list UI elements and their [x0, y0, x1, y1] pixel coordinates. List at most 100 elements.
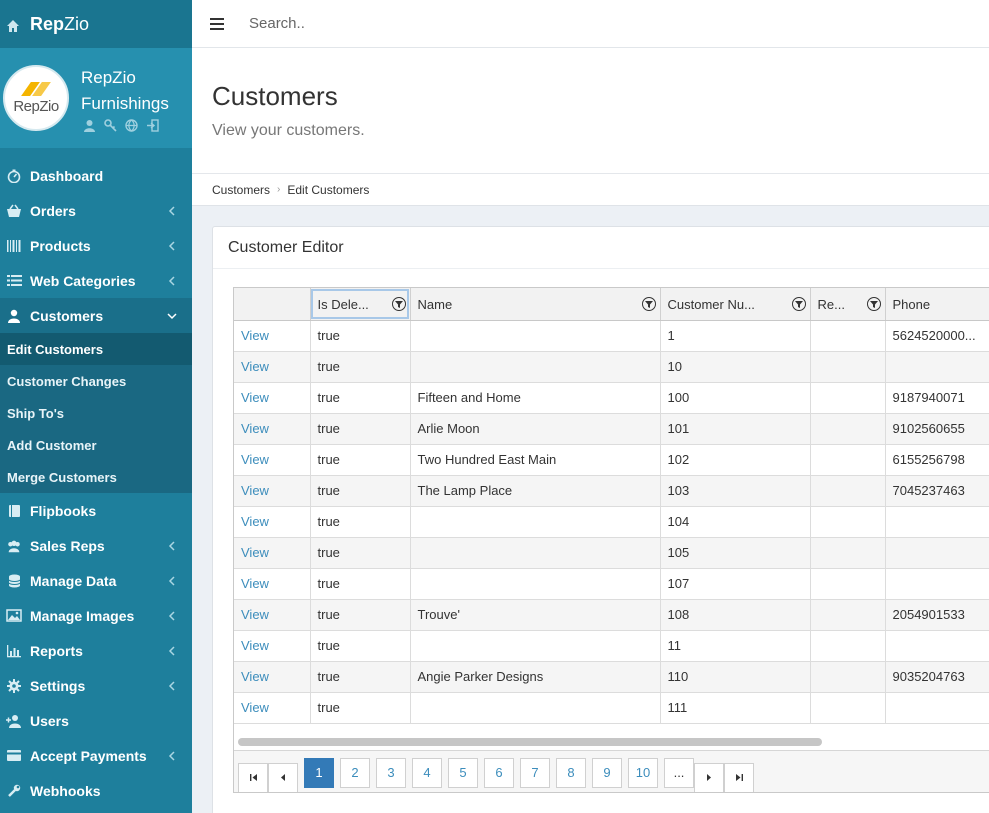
view-link[interactable]: View — [241, 359, 269, 374]
cell-phone — [885, 537, 989, 569]
sidebar-item-users[interactable]: Users — [0, 703, 192, 738]
sidebar-item-flipbooks[interactable]: Flipbooks — [0, 493, 192, 528]
sidebar-item-label: Customers — [30, 307, 104, 324]
column-header-rep[interactable]: Re... — [810, 288, 886, 321]
page-button[interactable]: 3 — [376, 757, 406, 788]
submenu-item-ship-tos[interactable]: Ship To's — [7, 405, 65, 421]
column-header-customer-number[interactable]: Customer Nu... — [660, 288, 811, 321]
view-link[interactable]: View — [241, 328, 269, 343]
brand-bar[interactable]: Rep Zio — [0, 0, 192, 48]
cell-customer-number: 11 — [660, 630, 811, 662]
breadcrumb-item-customers[interactable]: Customers — [212, 182, 271, 197]
page-button[interactable]: 7 — [520, 757, 550, 788]
sidebar-item-customers[interactable]: Customers — [0, 298, 192, 333]
sidebar-item-sales-reps[interactable]: Sales Reps — [0, 528, 192, 563]
sidebar-item-webhooks[interactable]: Webhooks — [0, 773, 192, 808]
user-icon — [6, 308, 22, 324]
basket-icon — [6, 203, 22, 219]
view-link[interactable]: View — [241, 483, 269, 498]
page-button[interactable]: 4 — [412, 757, 442, 788]
cell-actions: View — [234, 382, 311, 414]
logout-icon[interactable] — [146, 118, 159, 132]
cell-name: The Lamp Place — [410, 475, 661, 507]
cell-actions: View — [234, 320, 311, 352]
column-header-is-deleted[interactable]: Is Dele... — [310, 288, 411, 321]
horizontal-scrollbar[interactable] — [238, 738, 822, 746]
cell-is-deleted: true — [310, 444, 411, 476]
sidebar-item-settings[interactable]: Settings — [0, 668, 192, 703]
cell-is-deleted: true — [310, 568, 411, 600]
filter-icon[interactable] — [791, 297, 806, 311]
cell-name: Fifteen and Home — [410, 382, 661, 414]
customer-editor-panel: Customer Editor Is Dele... Name Customer… — [212, 226, 989, 813]
cell-customer-number: 110 — [660, 661, 811, 693]
cell-phone: 9187940071 — [885, 382, 989, 414]
column-header-phone[interactable]: Phone — [885, 288, 989, 321]
sidebar-item-dashboard[interactable]: Dashboard — [0, 158, 192, 193]
filter-icon[interactable] — [391, 297, 406, 311]
cell-actions: View — [234, 413, 311, 445]
sidebar-item-label: Orders — [30, 202, 76, 219]
sidebar-item-reports[interactable]: Reports — [0, 633, 192, 668]
column-header-name[interactable]: Name — [410, 288, 661, 321]
sidebar-item-label: Settings — [30, 677, 86, 694]
sidebar-item-label: Web Categories — [30, 272, 136, 289]
cell-is-deleted: true — [310, 692, 411, 724]
filter-icon[interactable] — [641, 297, 656, 311]
page-button[interactable]: 2 — [340, 757, 370, 788]
view-link[interactable]: View — [241, 452, 269, 467]
submenu-item-add-customer[interactable]: Add Customer — [7, 437, 97, 453]
submenu-item-merge-customers[interactable]: Merge Customers — [7, 469, 117, 485]
submenu-item-customer-changes[interactable]: Customer Changes — [7, 373, 127, 389]
page-button[interactable]: 9 — [592, 757, 622, 788]
sidebar-item-manage-data[interactable]: Manage Data — [0, 563, 192, 598]
cell-name — [410, 320, 661, 352]
key-icon[interactable] — [104, 118, 117, 132]
view-link[interactable]: View — [241, 421, 269, 436]
table-row: View true 105 — [234, 537, 989, 569]
cell-is-deleted: true — [310, 661, 411, 693]
hamburger-menu-icon[interactable] — [210, 17, 224, 30]
first-page-icon[interactable] — [238, 762, 268, 792]
cell-is-deleted: true — [310, 351, 411, 383]
page-button[interactable]: 1 — [304, 757, 334, 788]
view-link[interactable]: View — [241, 576, 269, 591]
sidebar-item-accept-payments[interactable]: Accept Payments — [0, 738, 192, 773]
view-link[interactable]: View — [241, 545, 269, 560]
search-input[interactable] — [249, 15, 649, 32]
previous-page-icon[interactable] — [268, 762, 298, 792]
cell-phone — [885, 630, 989, 662]
last-page-icon[interactable] — [724, 762, 754, 792]
view-link[interactable]: View — [241, 607, 269, 622]
cell-actions: View — [234, 475, 311, 507]
cell-actions: View — [234, 568, 311, 600]
sidebar-item-web-categories[interactable]: Web Categories — [0, 263, 192, 298]
logo-text: RepZio — [13, 97, 59, 115]
cell-phone: 9035204763 — [885, 661, 989, 693]
profile-icon[interactable] — [83, 119, 96, 132]
sidebar-item-products[interactable]: Products — [0, 228, 192, 263]
page-button[interactable]: 10 — [628, 757, 658, 788]
next-page-icon[interactable] — [694, 762, 724, 792]
chevron-down-icon — [166, 309, 178, 321]
page-button[interactable]: 8 — [556, 757, 586, 788]
cell-actions: View — [234, 506, 311, 538]
view-link[interactable]: View — [241, 700, 269, 715]
sidebar-item-label: Users — [30, 712, 69, 729]
more-pages-button[interactable]: ... — [664, 757, 694, 788]
view-link[interactable]: View — [241, 669, 269, 684]
gauge-icon — [6, 168, 22, 184]
sidebar-item-orders[interactable]: Orders — [0, 193, 192, 228]
view-link[interactable]: View — [241, 514, 269, 529]
filter-icon[interactable] — [866, 297, 881, 311]
submenu-item-edit-customers[interactable]: Edit Customers — [0, 333, 192, 365]
column-header-actions — [234, 288, 311, 321]
sidebar-item-manage-images[interactable]: Manage Images — [0, 598, 192, 633]
page-button[interactable]: 5 — [448, 757, 478, 788]
view-link[interactable]: View — [241, 390, 269, 405]
chevron-left-icon — [166, 239, 178, 251]
table-row: View true 1 5624520000... — [234, 320, 989, 352]
page-button[interactable]: 6 — [484, 757, 514, 788]
globe-icon[interactable] — [125, 118, 138, 132]
view-link[interactable]: View — [241, 638, 269, 653]
